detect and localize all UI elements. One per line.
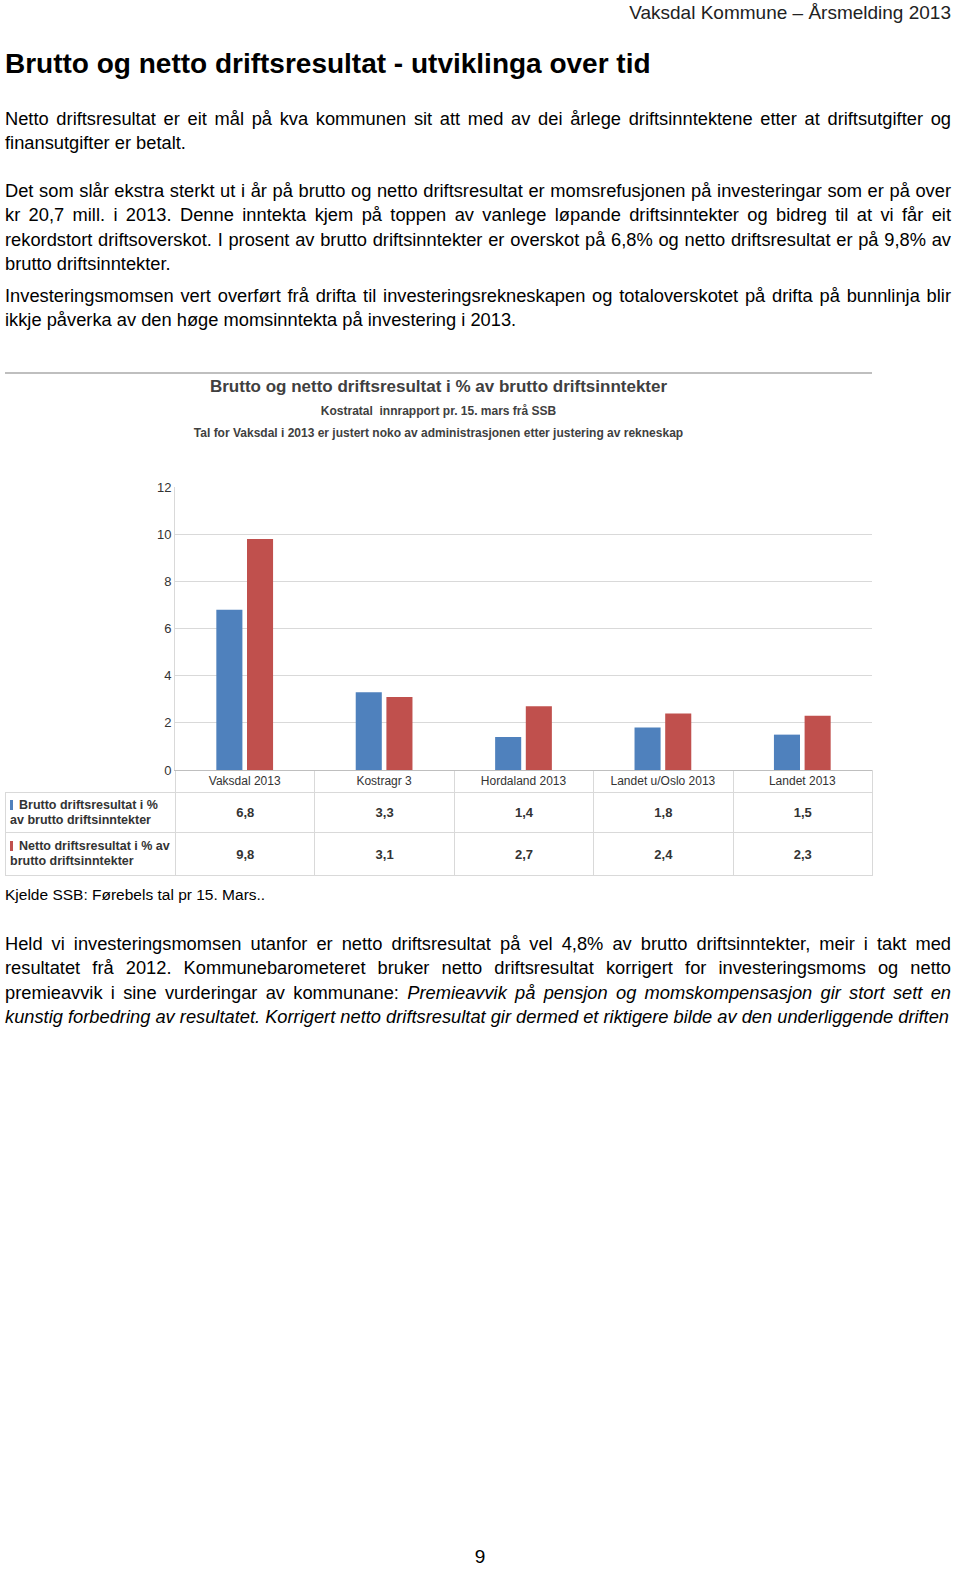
html-text:3,1: 3,1	[375, 846, 394, 862]
html-text:1,5: 1,5	[793, 805, 812, 820]
svg-text:12: 12	[157, 480, 171, 495]
svg-text:Kostragr 3: Kostragr 3	[356, 774, 412, 788]
html-text:3,3: 3,3	[375, 805, 394, 820]
html-text:Kjelde SSB: Førebels tal pr 15: Kjelde SSB: Førebels tal pr 15. Mars..	[5, 886, 266, 903]
html-text:Brutto og netto driftsresultat: Brutto og netto driftsresultat - utvikli…	[5, 48, 651, 79]
svg-text:Vaksdal 2013: Vaksdal 2013	[209, 774, 281, 788]
svg-text:Hordaland 2013: Hordaland 2013	[481, 774, 567, 788]
html-text:1,8: 1,8	[654, 805, 673, 820]
svg-text:2: 2	[164, 715, 171, 730]
svg-text:8: 8	[164, 574, 171, 589]
html-text:2,3: 2,3	[793, 846, 812, 862]
svg-text:Landet 2013: Landet 2013	[769, 774, 836, 788]
html-text:Vaksdal Kommune – Årsmelding 2: Vaksdal Kommune – Årsmelding 2013	[629, 2, 951, 23]
svg-text:10: 10	[157, 527, 171, 542]
html-text:Netto driftsresultat er eit må: Netto driftsresultat er eit mål på kva k…	[5, 108, 951, 154]
html-text:Brutto driftsresultat i % av b: Brutto driftsresultat i % av brutto drif…	[10, 797, 158, 827]
html-text:Investeringsmomsen vert overfø: Investeringsmomsen vert overført frå dri…	[5, 285, 951, 331]
html-text:Netto driftsresultat i % av br: Netto driftsresultat i % av brutto drift…	[10, 839, 170, 868]
html-text:2,7: 2,7	[514, 846, 533, 862]
html-text:6,8: 6,8	[236, 805, 255, 820]
html-text:9: 9	[474, 1546, 486, 1567]
html-text:Held vi investeringsmomsen uta: Held vi investeringsmomsen utanfor er ne…	[5, 933, 951, 1027]
svg-text:4: 4	[164, 668, 171, 683]
svg-text:0: 0	[164, 763, 171, 778]
svg-text:Landet u/Oslo 2013: Landet u/Oslo 2013	[611, 774, 716, 788]
html-text:2,4: 2,4	[654, 846, 673, 862]
svg-text:Brutto og netto driftsresultat: Brutto og netto driftsresultat i % av br…	[194, 377, 683, 439]
svg-text:6: 6	[164, 621, 171, 636]
html-text:1,4: 1,4	[514, 805, 533, 820]
html-text:9,8: 9,8	[236, 846, 255, 862]
html-text:Det som slår ekstra sterkt ut: Det som slår ekstra sterkt ut i år på br…	[5, 180, 951, 274]
